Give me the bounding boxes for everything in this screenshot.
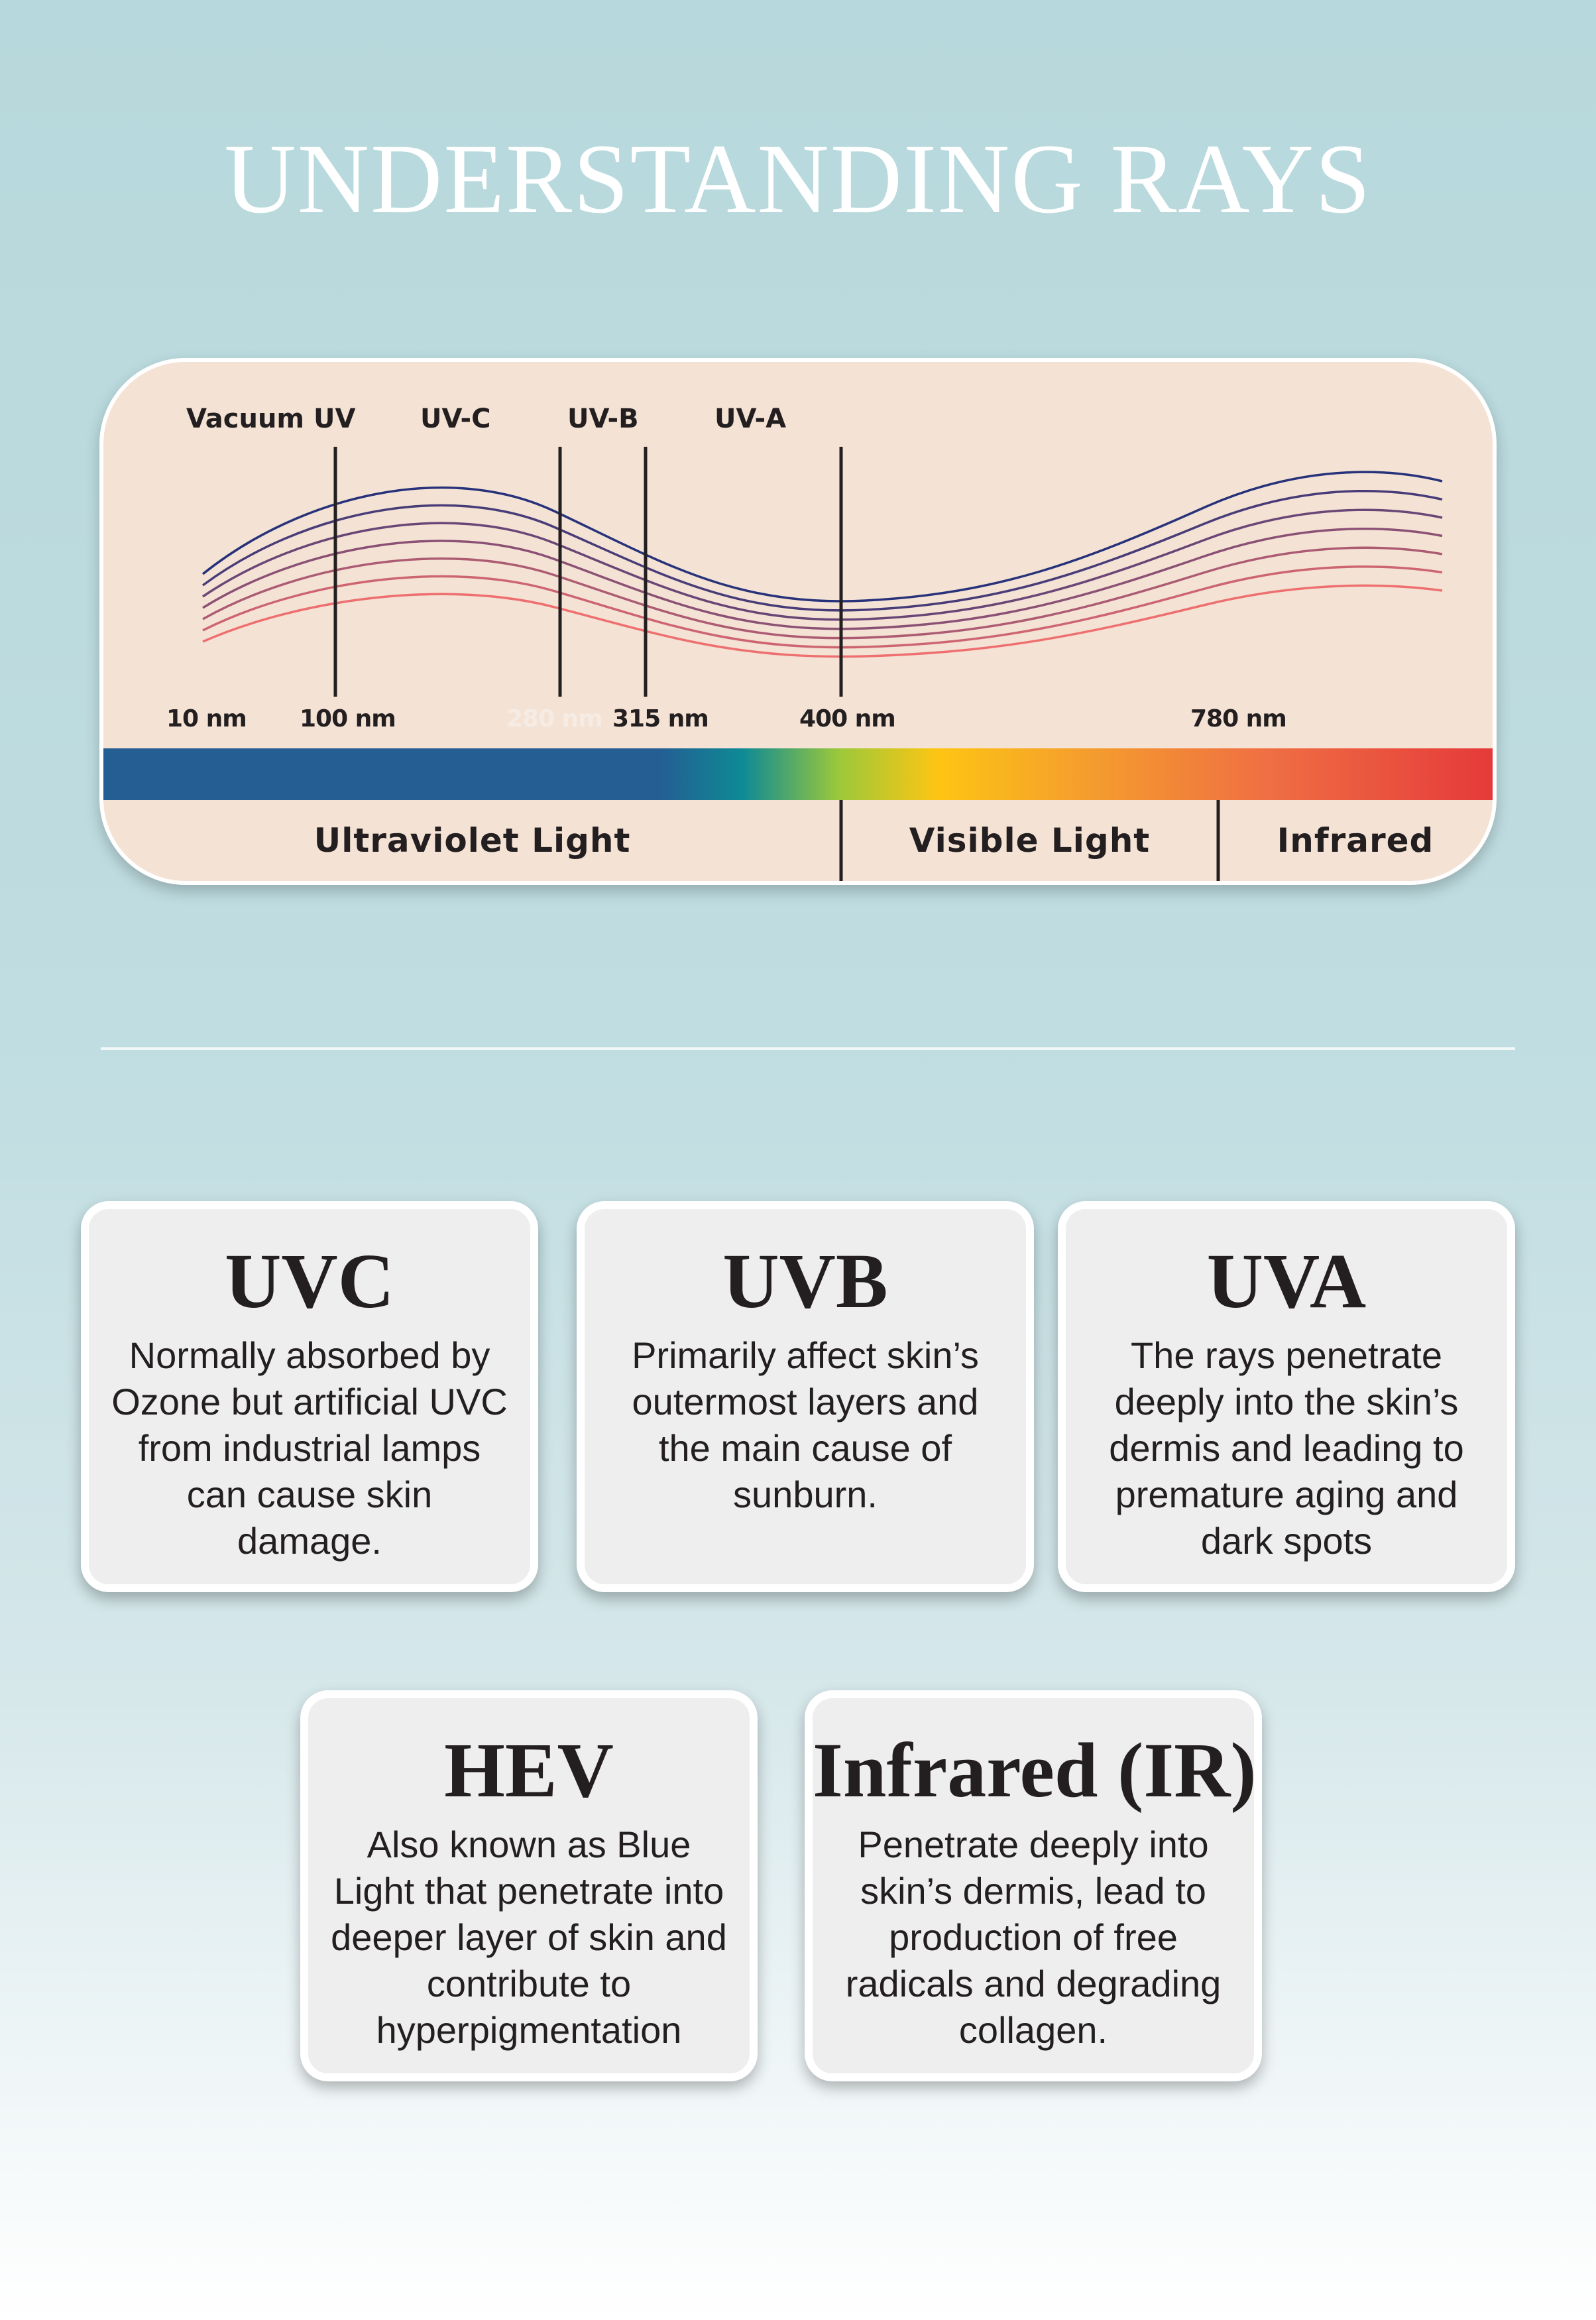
spectrum-graphic bbox=[103, 447, 1493, 881]
spectrum-panel: Vacuum UV UV-C UV-B UV-A 10 nm 100 nm 28… bbox=[99, 358, 1497, 885]
card-text: Penetrate deeply into skin’s dermis, lea… bbox=[845, 1824, 1222, 2051]
card-uva: UVA The rays penetrate deeply into the s… bbox=[1058, 1201, 1515, 1592]
card-title: UVA bbox=[1206, 1238, 1367, 1324]
label-uv-a: UV-A bbox=[714, 404, 787, 434]
spectrum-bar bbox=[103, 748, 1493, 800]
card-title: UVB bbox=[722, 1238, 888, 1324]
card-uvc: UVC Normally absorbed by Ozone but artif… bbox=[81, 1201, 538, 1592]
band-visible: Visible Light bbox=[909, 821, 1151, 860]
wave-lines bbox=[201, 471, 1443, 658]
label-10nm: 10 nm bbox=[166, 705, 247, 732]
page-title: UNDERSTANDING RAYS bbox=[224, 124, 1372, 234]
label-uv-b: UV-B bbox=[567, 404, 639, 434]
label-315nm: 315 nm bbox=[612, 705, 709, 732]
wave-line bbox=[202, 546, 1443, 640]
card-uvb: UVB Primarily affect skin’s outermost la… bbox=[577, 1201, 1034, 1592]
card-title: HEV bbox=[444, 1727, 614, 1814]
section-divider bbox=[101, 1047, 1515, 1050]
label-400nm: 400 nm bbox=[799, 705, 896, 732]
label-280nm: 280 nm bbox=[506, 705, 603, 732]
card-title: UVC bbox=[225, 1238, 394, 1324]
label-uv-c: UV-C bbox=[420, 404, 491, 434]
card-text: The rays penetrate deeply into the skin’… bbox=[1109, 1334, 1464, 1562]
wave-line bbox=[202, 565, 1443, 649]
card-title: Infrared (IR) bbox=[813, 1727, 1257, 1814]
wave-line bbox=[202, 528, 1443, 630]
card-text: Normally absorbed by Ozone but artificia… bbox=[111, 1334, 508, 1562]
wave-line bbox=[201, 471, 1443, 603]
card-text: Primarily affect skin’s outermost layers… bbox=[632, 1334, 979, 1515]
wave-line bbox=[202, 584, 1443, 658]
wave-line bbox=[201, 490, 1443, 612]
card-text: Also known as Blue Light that penetrate … bbox=[331, 1824, 727, 2051]
card-infrared: Infrared (IR) Penetrate deeply into skin… bbox=[805, 1690, 1262, 2081]
band-ultraviolet: Ultraviolet Light bbox=[314, 821, 631, 860]
label-780nm: 780 nm bbox=[1190, 705, 1287, 732]
label-100nm: 100 nm bbox=[300, 705, 396, 732]
label-vacuum-uv: Vacuum UV bbox=[186, 404, 356, 434]
wave-line bbox=[202, 508, 1443, 621]
card-hev: HEV Also known as Blue Light that penetr… bbox=[300, 1690, 758, 2081]
band-infrared: Infrared bbox=[1277, 821, 1434, 860]
